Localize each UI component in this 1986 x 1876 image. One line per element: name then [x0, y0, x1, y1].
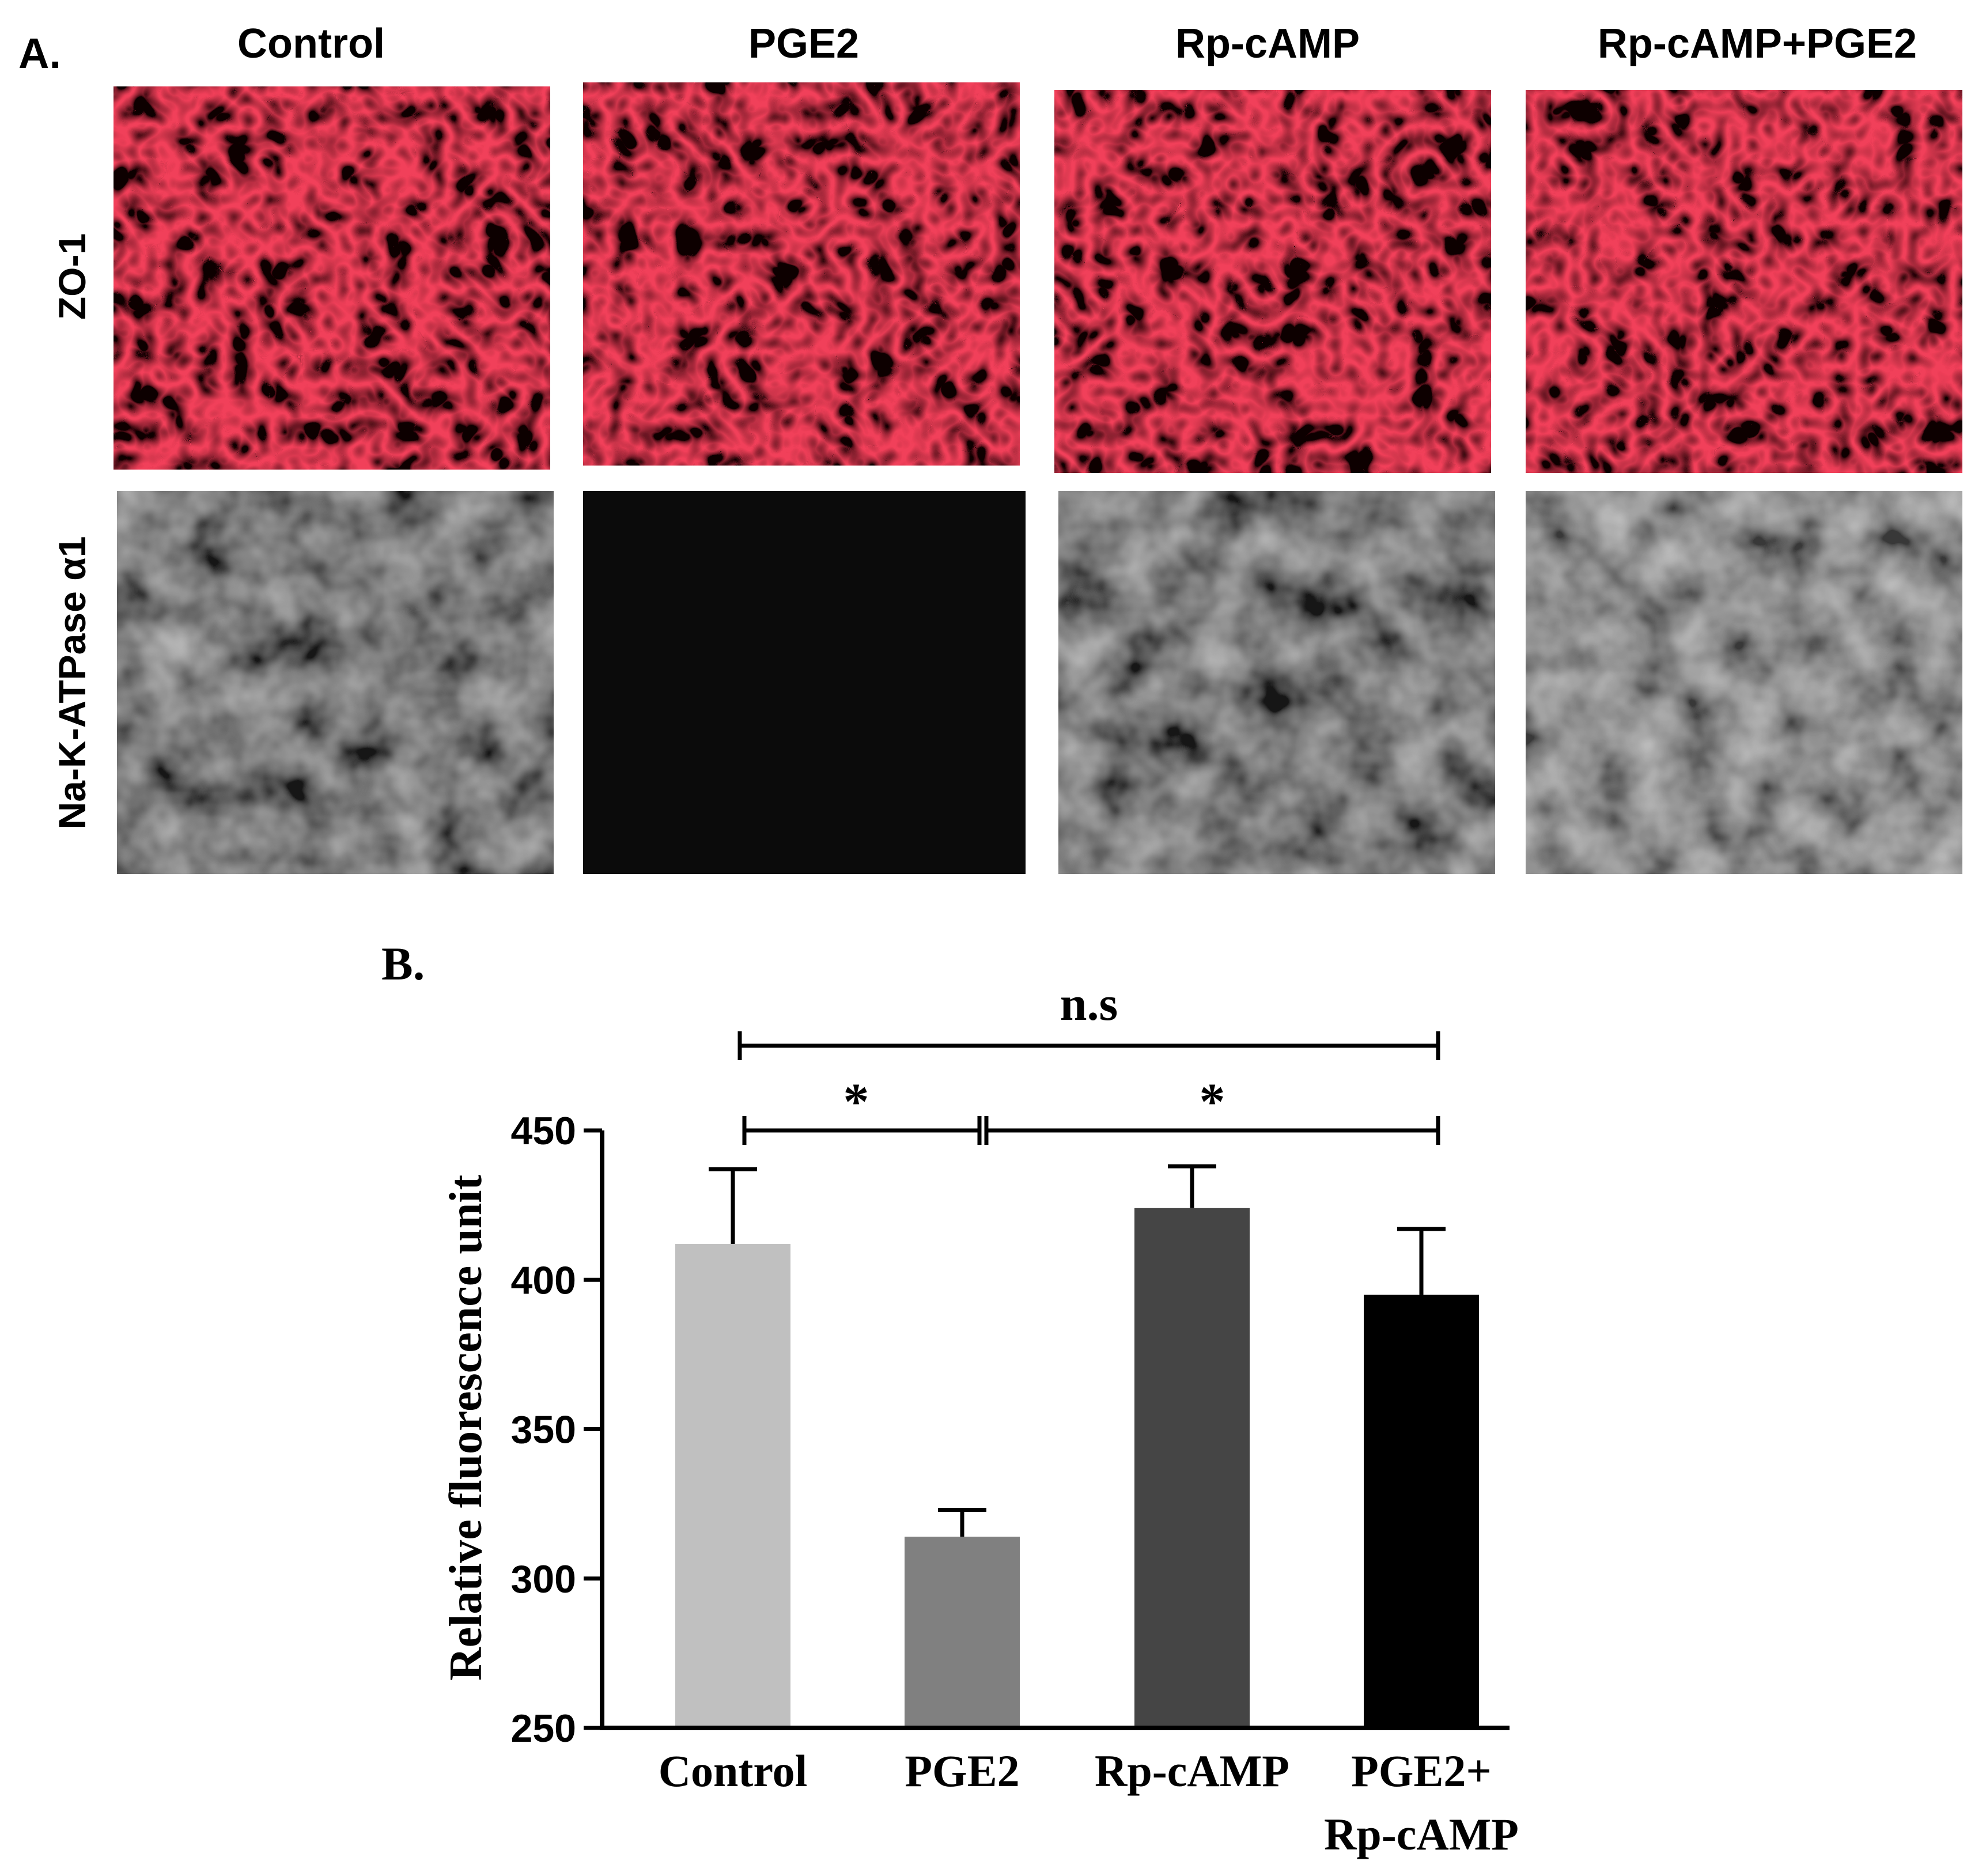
x-tick-label-0: Control [659, 1746, 808, 1796]
panel-b-label: B. [381, 937, 425, 990]
atpase-image-control [117, 491, 554, 874]
y-tick-label-4: 450 [511, 1109, 576, 1153]
zo1-image-pge2 [583, 82, 1020, 466]
y-tick-label-2: 350 [511, 1408, 576, 1452]
y-axis-label: Relative fluorescence unit [441, 1174, 491, 1681]
atpase-image-pge2 [583, 491, 1026, 874]
x-tick-label-3-line-1: Rp-cAMP [1324, 1809, 1519, 1859]
x-tick-label-1: PGE2 [905, 1746, 1019, 1796]
row-label-na-k-atpase: Na-K-ATPase α1 [51, 536, 93, 830]
column-header-rp-camp-pge2: Rp-cAMP+PGE2 [1598, 21, 1917, 67]
column-header-control: Control [237, 21, 385, 67]
column-header-rp-camp: Rp-cAMP [1175, 21, 1360, 67]
zo1-micrograph-row [114, 82, 1962, 473]
bar-chart: 250 300 350 400 450 Relative fluorescence uni… [441, 977, 1519, 1859]
y-tick-label-3: 400 [511, 1258, 576, 1302]
zo1-image-rp-camp-pge2 [1526, 90, 1962, 473]
significance-label-2: * [1200, 1073, 1225, 1130]
significance-label-0: n.s [1060, 977, 1118, 1031]
significance-label-1: * [843, 1073, 869, 1130]
atpase-image-rp-camp [1058, 491, 1495, 874]
atpase-micrograph-row [117, 491, 1962, 874]
bar-0 [675, 1244, 790, 1728]
x-tick-label-3-line-0: PGE2+ [1351, 1746, 1492, 1796]
bar-1 [905, 1537, 1020, 1728]
bar-2 [1134, 1208, 1250, 1728]
x-tick-label-2: Rp-cAMP [1095, 1746, 1289, 1796]
zo1-image-control [114, 86, 550, 470]
panel-a-label: A. [18, 29, 61, 77]
zo1-image-rp-camp [1054, 90, 1491, 473]
y-tick-label-1: 300 [511, 1557, 576, 1601]
atpase-image-rp-camp-pge2 [1526, 491, 1962, 874]
y-tick-label-0: 250 [511, 1707, 576, 1750]
column-header-pge2: PGE2 [748, 21, 859, 67]
row-label-zo1: ZO-1 [51, 233, 93, 320]
bar-3 [1364, 1295, 1479, 1728]
